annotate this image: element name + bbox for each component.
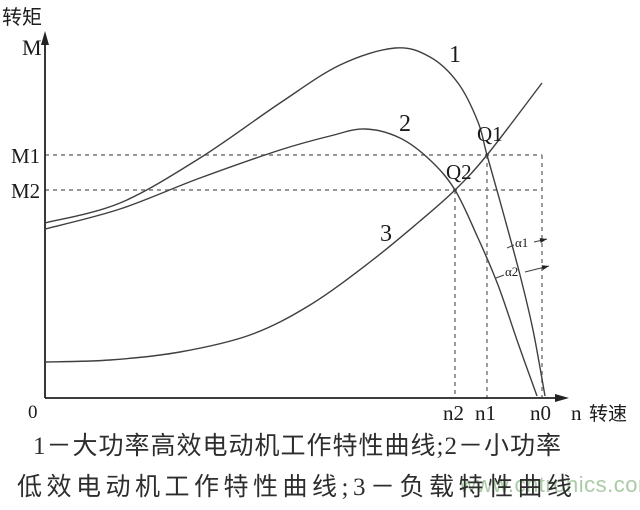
angle-annotation-2-arrow-head — [541, 265, 549, 271]
origin-label: 0 — [28, 402, 38, 423]
point-Q1 — [485, 153, 489, 157]
caption-line-2: 低效电动机工作特性曲线;3－负载特性曲线 — [17, 474, 577, 501]
x-axis-arrow — [555, 394, 569, 402]
point-label-Q2: Q2 — [446, 160, 472, 184]
curve-label-2: 2 — [399, 111, 411, 137]
angle-annotation-2-leader — [495, 274, 505, 279]
caption-line-1: 1－大功率高效电动机工作特性曲线;2－小功率 — [33, 433, 562, 460]
angle-annotation-1-leader — [506, 244, 515, 249]
point-label-Q1: Q1 — [477, 122, 503, 146]
angle-annotation-1-label: α1 — [515, 235, 528, 250]
angle-annotation-2-label: α2 — [505, 264, 518, 279]
y-tick-M2: M2 — [11, 179, 40, 203]
curve-3 — [44, 82, 543, 363]
x-tick-n0: n0 — [530, 401, 551, 425]
y-axis-arrow — [41, 31, 49, 45]
curve-2 — [44, 128, 538, 397]
y-axis-title: 转矩 — [2, 6, 42, 29]
x-tick-n1: n1 — [475, 401, 496, 425]
angle-annotation-1-arrow-head — [539, 238, 547, 244]
curve-label-1: 1 — [449, 42, 461, 68]
x-tick-n2: n2 — [443, 401, 464, 425]
watermark: www.cntronics.com — [460, 472, 640, 497]
curve-1 — [44, 47, 546, 397]
figure-caption: 1－大功率高效电动机工作特性曲线;2－小功率 低效电动机工作特性曲线;3－负载特… — [0, 426, 640, 508]
point-Q2 — [453, 188, 457, 192]
x-axis-unit: n — [571, 401, 582, 425]
curve-label-3: 3 — [380, 221, 392, 247]
y-tick-M1: M1 — [11, 144, 40, 168]
y-axis-max-label: M — [22, 35, 42, 60]
x-axis-title: 转速 — [589, 403, 627, 425]
